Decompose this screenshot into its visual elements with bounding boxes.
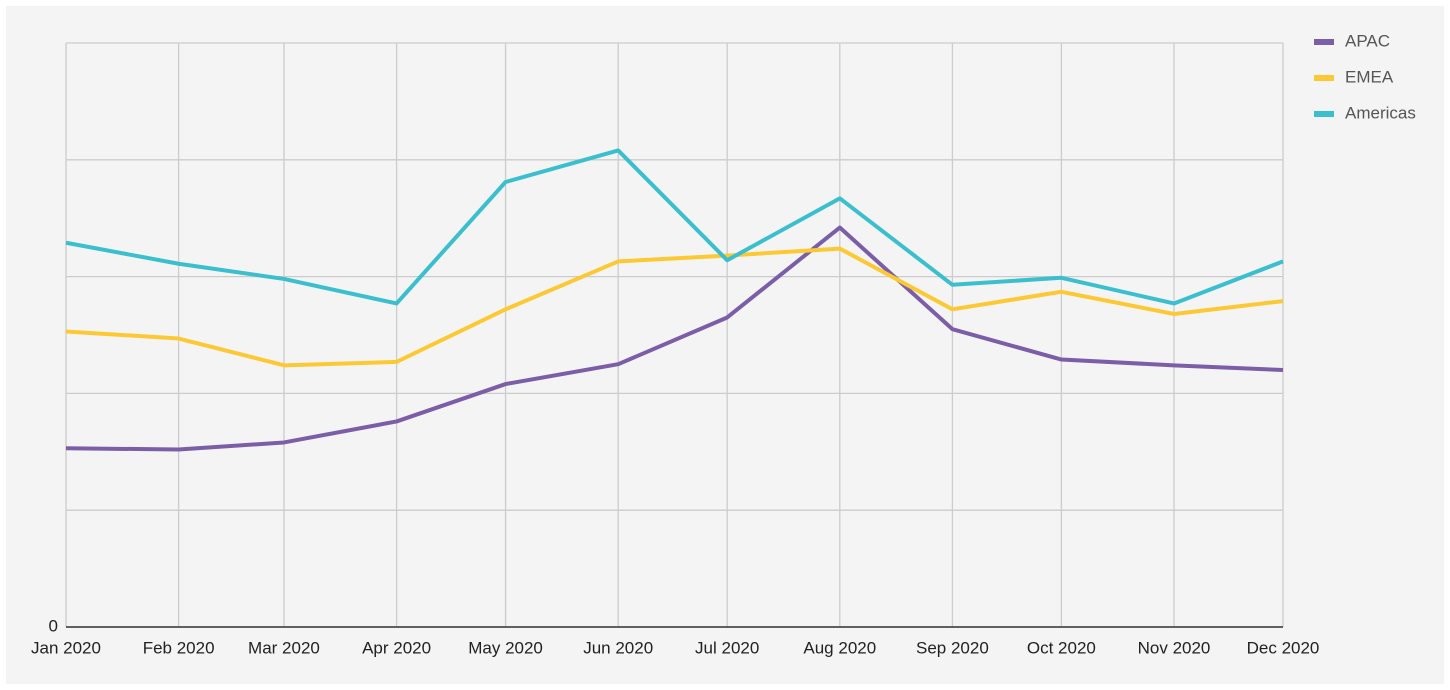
x-tick-label: Feb 2020 <box>143 638 215 657</box>
x-tick-label: Nov 2020 <box>1138 638 1211 657</box>
x-tick-label: Jun 2020 <box>583 638 653 657</box>
legend-label: Americas <box>1345 103 1416 122</box>
x-tick-label: May 2020 <box>468 638 543 657</box>
x-tick-label: Oct 2020 <box>1027 638 1096 657</box>
series-line <box>65 225 1284 452</box>
legend-label: EMEA <box>1345 67 1394 86</box>
x-tick-label: Dec 2020 <box>1247 638 1320 657</box>
chart-background <box>6 6 1444 684</box>
x-tick-label: Jul 2020 <box>695 638 759 657</box>
legend: APAC EMEA Americas <box>1314 31 1416 122</box>
x-tick-label: Mar 2020 <box>248 638 320 657</box>
x-tick-label: Aug 2020 <box>803 638 876 657</box>
series-line <box>65 148 1284 306</box>
series-line <box>65 246 1284 368</box>
x-tick-label: Sep 2020 <box>916 638 989 657</box>
x-tick-label: Apr 2020 <box>362 638 431 657</box>
legend-label: APAC <box>1345 31 1390 50</box>
y-tick-label: 0 <box>49 616 58 635</box>
x-tick-label: Jan 2020 <box>31 638 101 657</box>
